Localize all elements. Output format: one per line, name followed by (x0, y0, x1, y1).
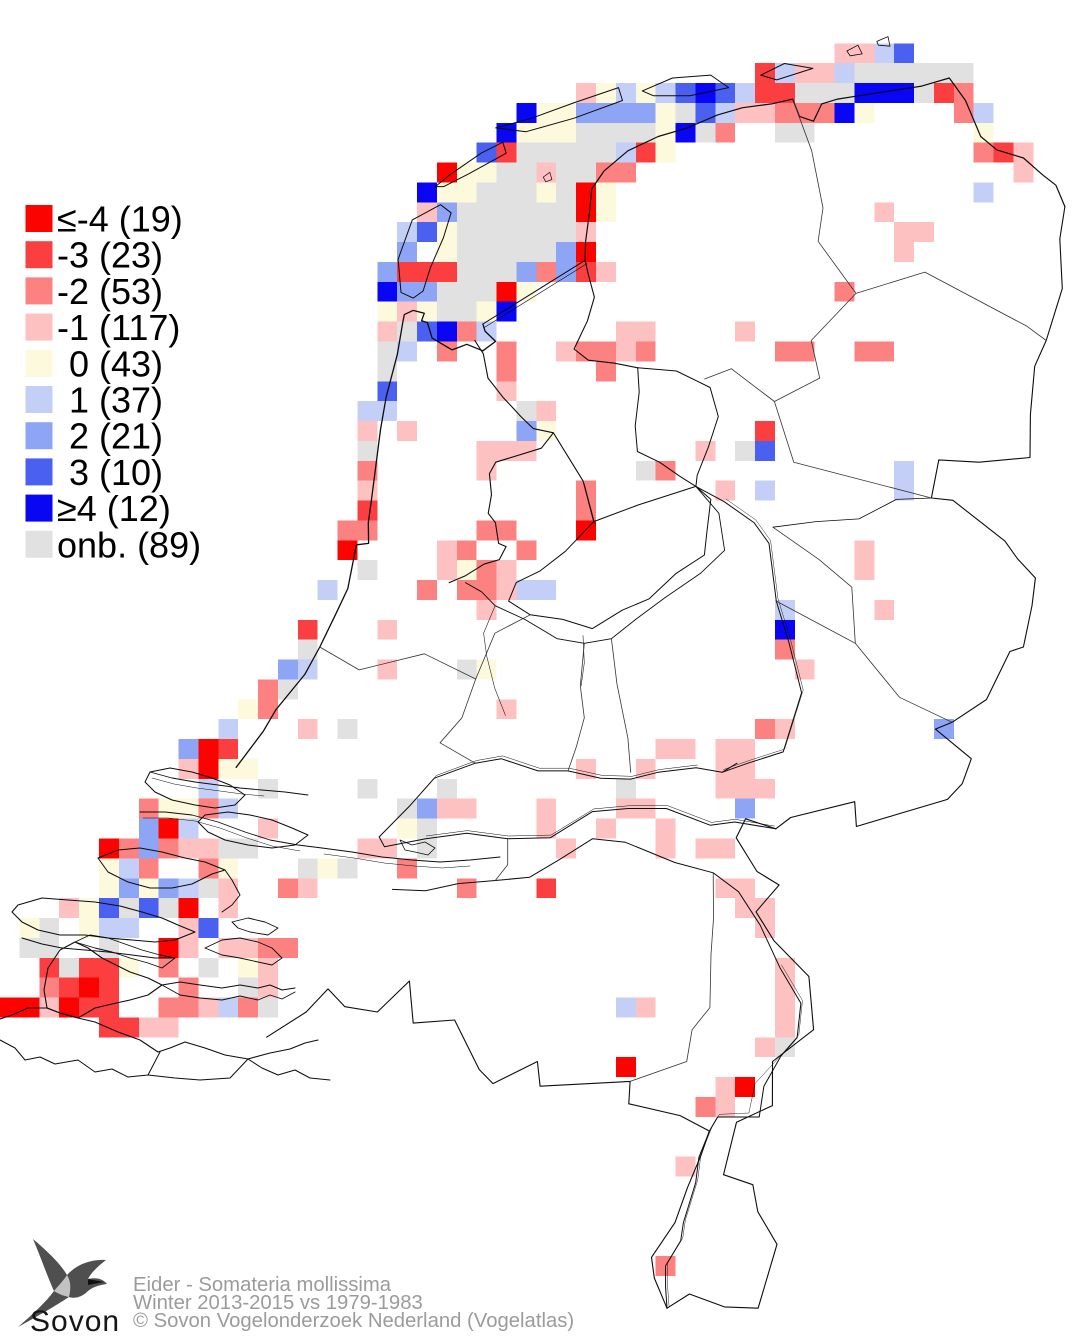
svg-text:3 (10): 3 (10) (69, 452, 163, 493)
svg-text:Sovon: Sovon (30, 1305, 120, 1338)
svg-text:-1 (117): -1 (117) (57, 307, 180, 348)
svg-text:-3 (23): -3 (23) (57, 235, 163, 276)
svg-text:Eider - Somateria mollissima: Eider - Somateria mollissima (133, 1274, 392, 1296)
svg-text:0 (43): 0 (43) (69, 343, 163, 384)
svg-text:onb. (89): onb. (89) (57, 524, 201, 565)
svg-text:≤-4 (19): ≤-4 (19) (57, 199, 183, 240)
svg-text:Winter 2013-2015 vs 1979-1983: Winter 2013-2015 vs 1979-1983 (133, 1292, 423, 1314)
svg-text:2 (21): 2 (21) (69, 416, 163, 457)
svg-text:-2 (53): -2 (53) (57, 271, 163, 312)
svg-text:© Sovon Vogelonderzoek Nederla: © Sovon Vogelonderzoek Nederland (Vogela… (133, 1310, 574, 1332)
svg-text:1 (37): 1 (37) (69, 380, 163, 421)
svg-text:≥4 (12): ≥4 (12) (57, 488, 171, 529)
